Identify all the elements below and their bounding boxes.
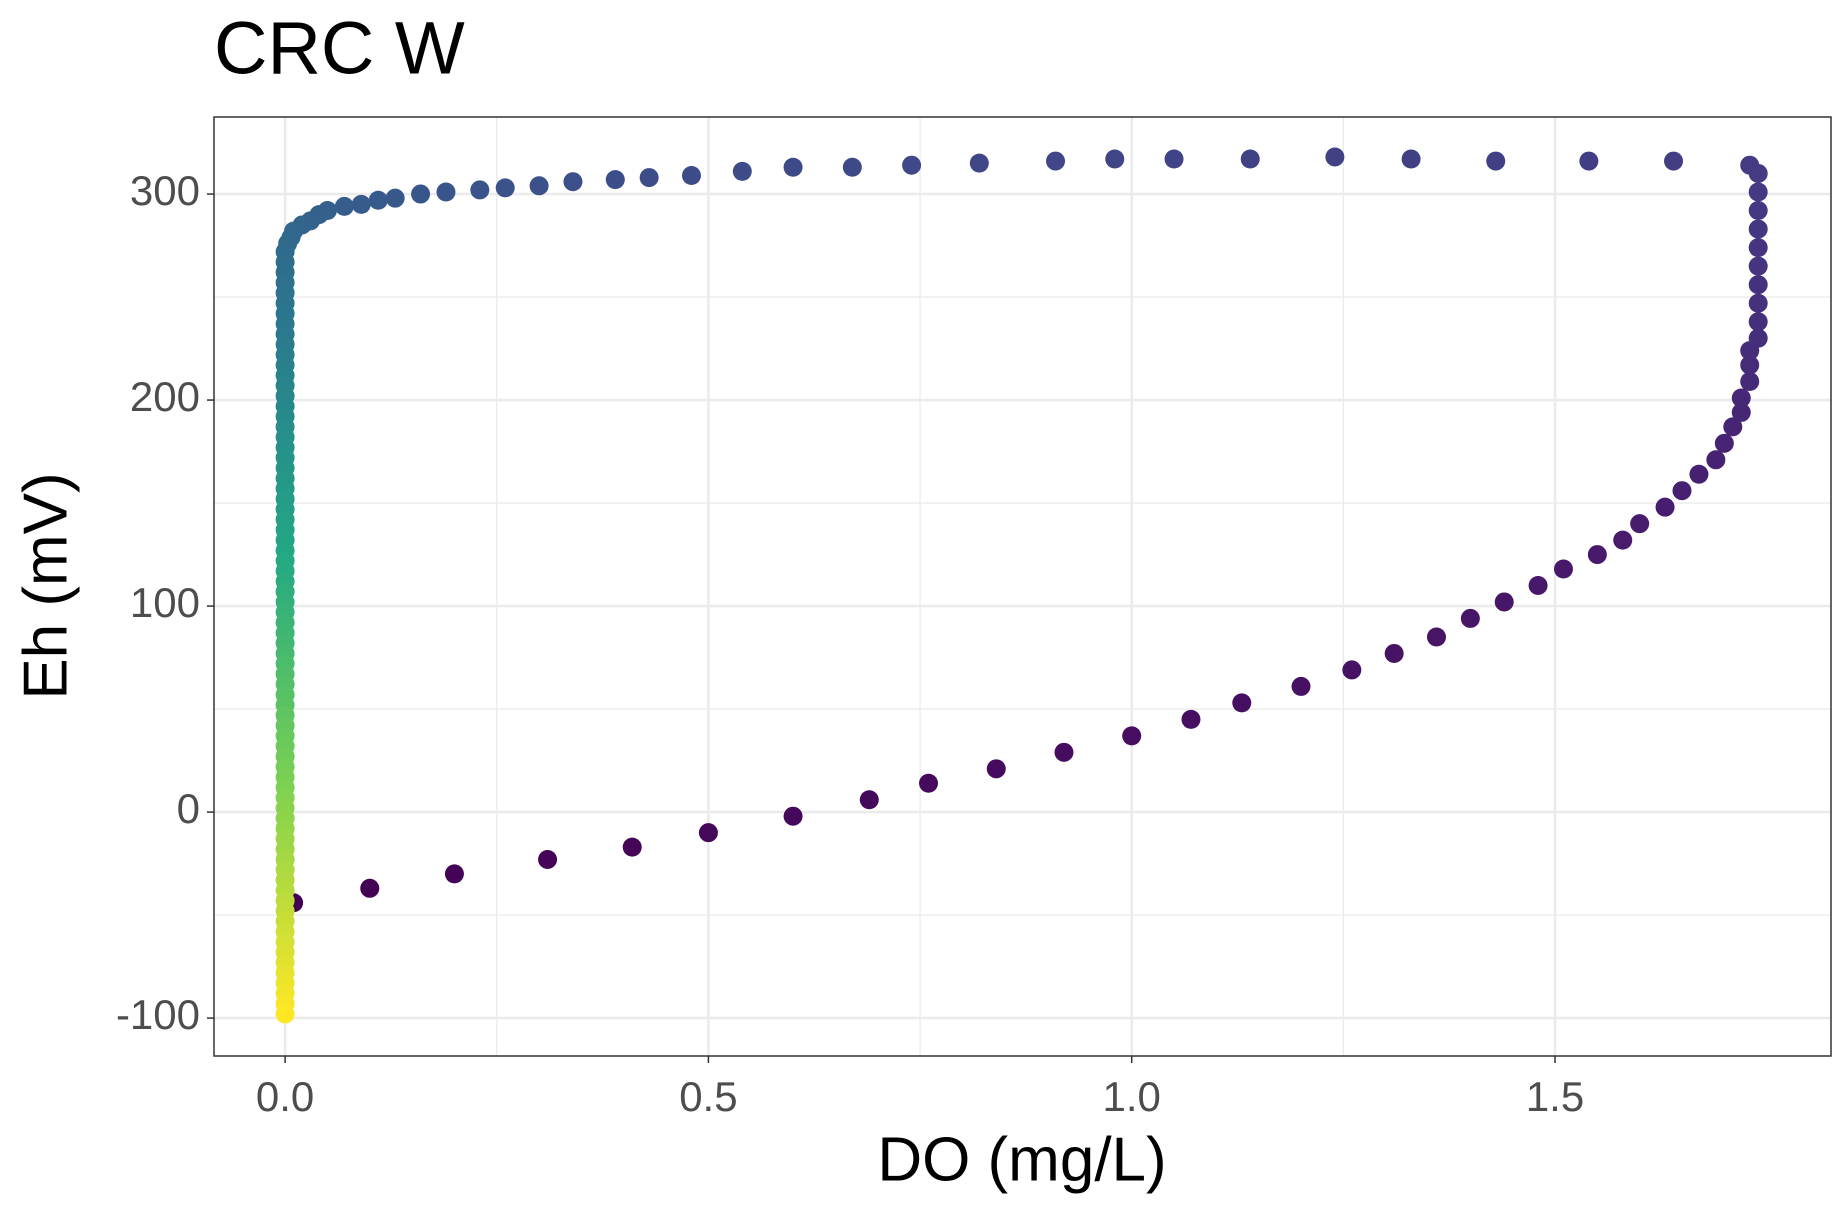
- point: [783, 157, 803, 177]
- point: [1714, 433, 1734, 453]
- point: [1486, 151, 1506, 171]
- point: [1748, 182, 1768, 202]
- point: [622, 837, 642, 857]
- point: [1426, 627, 1446, 647]
- point: [902, 155, 922, 175]
- point: [1706, 450, 1726, 470]
- point: [1342, 660, 1362, 680]
- x-tick-label: 0.0: [256, 1073, 314, 1120]
- point: [1748, 219, 1768, 239]
- point: [783, 806, 803, 826]
- point: [1748, 293, 1768, 313]
- point: [698, 823, 718, 843]
- point: [1655, 497, 1675, 517]
- point: [1613, 530, 1633, 550]
- y-tick-label: 100: [130, 579, 200, 626]
- point: [368, 190, 388, 210]
- point: [1740, 355, 1760, 375]
- point: [1384, 643, 1404, 663]
- point: [639, 168, 659, 188]
- point: [1748, 312, 1768, 332]
- point: [1553, 559, 1573, 579]
- point: [436, 182, 456, 202]
- point: [1731, 402, 1751, 422]
- point: [1723, 417, 1743, 437]
- plot-border: [213, 116, 1832, 1057]
- point: [842, 157, 862, 177]
- point: [1748, 275, 1768, 295]
- point: [385, 188, 405, 208]
- y-tick-label: 0: [177, 785, 200, 832]
- point: [1054, 742, 1074, 762]
- point: [538, 849, 558, 869]
- point: [470, 180, 490, 200]
- y-axis-title: Eh (mV): [11, 472, 80, 699]
- point: [1494, 592, 1514, 612]
- point: [1325, 147, 1345, 167]
- point: [681, 166, 701, 186]
- point: [1748, 201, 1768, 221]
- point: [605, 170, 625, 190]
- x-axis-title: DO (mg/L): [877, 1125, 1166, 1194]
- point: [1748, 328, 1768, 348]
- x-tick-label: 1.0: [1103, 1073, 1161, 1120]
- point: [351, 194, 371, 214]
- y-tick-label: -100: [116, 991, 200, 1038]
- point: [1164, 149, 1184, 169]
- point: [529, 176, 549, 196]
- point: [360, 878, 380, 898]
- point: [859, 790, 879, 810]
- point: [1122, 726, 1142, 746]
- point: [1740, 372, 1760, 392]
- point: [1460, 608, 1480, 628]
- point: [969, 153, 989, 173]
- point: [1630, 514, 1650, 534]
- point: [1046, 151, 1066, 171]
- chart-title: CRC W: [214, 7, 465, 90]
- point: [495, 178, 515, 198]
- point: [1528, 575, 1548, 595]
- point: [1291, 676, 1311, 696]
- point: [444, 864, 464, 884]
- point: [334, 196, 354, 216]
- point: [1748, 256, 1768, 276]
- point: [1401, 149, 1421, 169]
- x-tick-label: 0.5: [679, 1073, 737, 1120]
- point: [1181, 709, 1201, 729]
- point: [1587, 545, 1607, 565]
- y-tick-label: 200: [130, 373, 200, 420]
- x-tick-label: 1.5: [1526, 1073, 1584, 1120]
- point: [1664, 151, 1684, 171]
- y-tick-label: 300: [130, 167, 200, 214]
- point: [1689, 464, 1709, 484]
- point: [919, 773, 939, 793]
- point: [275, 1004, 295, 1024]
- point: [1579, 151, 1599, 171]
- point: [411, 184, 431, 204]
- point: [1105, 149, 1125, 169]
- point: [732, 161, 752, 181]
- point: [563, 172, 583, 192]
- point: [1731, 388, 1751, 408]
- point: [1232, 693, 1252, 713]
- point: [986, 759, 1006, 779]
- point: [1740, 155, 1760, 175]
- point: [1672, 481, 1692, 501]
- point: [1240, 149, 1260, 169]
- point: [1748, 238, 1768, 258]
